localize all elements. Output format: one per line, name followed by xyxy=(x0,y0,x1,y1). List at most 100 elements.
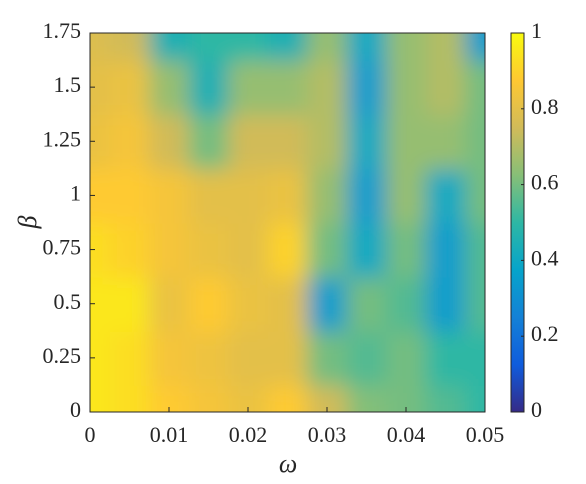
contour-cell xyxy=(425,330,467,386)
contour-cell xyxy=(109,384,151,412)
contour-cell xyxy=(386,33,427,62)
contour-cell xyxy=(109,60,151,116)
plot-frame xyxy=(89,32,486,413)
contour-cell xyxy=(149,168,190,224)
contour-cell xyxy=(425,384,467,412)
contour-cell xyxy=(465,330,485,386)
x-tick-label: 0.05 xyxy=(466,422,505,447)
contour-cell xyxy=(109,114,151,170)
y-tick-label: 0 xyxy=(70,397,81,422)
contour-cell xyxy=(188,60,230,116)
contour-cell xyxy=(188,33,230,62)
y-tick-label: 0.25 xyxy=(43,343,82,368)
contour-cell xyxy=(346,168,388,224)
contour-cell xyxy=(188,330,230,386)
contour-cell xyxy=(188,168,230,224)
contour-cell xyxy=(188,276,230,332)
contour-cell xyxy=(386,114,427,170)
contour-cell xyxy=(346,60,388,116)
contour-cell xyxy=(90,168,111,224)
contour-cell xyxy=(307,330,348,386)
contour-cell xyxy=(346,276,388,332)
colorbar-tick-label: 0.2 xyxy=(531,321,559,346)
contour-cell xyxy=(228,114,269,170)
x-tick-label: 0.04 xyxy=(387,422,426,447)
contour-cell xyxy=(267,114,309,170)
colorbar xyxy=(510,32,525,413)
contour-cell xyxy=(346,222,388,278)
y-tick-label: 0.75 xyxy=(43,235,82,260)
contour-cell xyxy=(267,168,309,224)
y-tick-label: 1.25 xyxy=(43,126,82,151)
contour-cell xyxy=(109,222,151,278)
contour-cell xyxy=(307,60,348,116)
contour-cell xyxy=(307,33,348,62)
contour-cell xyxy=(386,222,427,278)
contour-cell xyxy=(228,276,269,332)
contour-cell xyxy=(149,222,190,278)
contour-cell xyxy=(109,168,151,224)
contour-cell xyxy=(267,222,309,278)
contour-cell xyxy=(109,330,151,386)
x-tick-label: 0 xyxy=(85,422,96,447)
contour-cell xyxy=(386,276,427,332)
contour-cell xyxy=(267,60,309,116)
contour-cell xyxy=(228,168,269,224)
contour-cell xyxy=(90,33,111,62)
contour-cell xyxy=(386,330,427,386)
contour-cell xyxy=(188,222,230,278)
colorbar-tick-label: 0.4 xyxy=(531,245,559,270)
y-tick-label: 1.75 xyxy=(43,18,82,43)
contour-cell xyxy=(346,114,388,170)
plot-area xyxy=(90,33,485,412)
colorbar-tick-label: 1 xyxy=(531,18,542,43)
contour-cell xyxy=(188,114,230,170)
contour-cell xyxy=(149,276,190,332)
contour-cell xyxy=(465,222,485,278)
x-tick-label: 0.03 xyxy=(308,422,347,447)
contour-cell xyxy=(465,60,485,116)
contour-cell xyxy=(267,330,309,386)
contour-cell xyxy=(228,60,269,116)
contour-cell xyxy=(307,168,348,224)
contour-cell xyxy=(465,114,485,170)
contour-cell xyxy=(386,168,427,224)
contour-cell xyxy=(90,276,111,332)
contour-cell xyxy=(228,330,269,386)
y-tick-label: 0.5 xyxy=(54,289,82,314)
x-tick-label: 0.02 xyxy=(229,422,268,447)
x-tick-label: 0.01 xyxy=(150,422,189,447)
contour-cell xyxy=(307,276,348,332)
contour-cell xyxy=(90,330,111,386)
contour-cell xyxy=(465,168,485,224)
y-axis-label: β xyxy=(13,215,42,229)
contour-cell xyxy=(149,330,190,386)
contour-cell xyxy=(425,168,467,224)
contour-field xyxy=(90,33,485,412)
contour-cell xyxy=(425,276,467,332)
contour-cell xyxy=(228,33,269,62)
contour-cell xyxy=(425,222,467,278)
contour-cell xyxy=(109,33,151,62)
contour-cell xyxy=(386,60,427,116)
contour-cell xyxy=(425,60,467,116)
contour-cell xyxy=(90,60,111,116)
contour-cell xyxy=(267,33,309,62)
contour-cell xyxy=(346,330,388,386)
contour-cell xyxy=(149,33,190,62)
contour-cell xyxy=(90,114,111,170)
contour-cell xyxy=(267,384,309,412)
contour-cell xyxy=(267,276,309,332)
x-axis-label: ω xyxy=(279,449,297,478)
contour-cell xyxy=(109,276,151,332)
y-tick-label: 1.5 xyxy=(54,72,82,97)
contour-cell xyxy=(307,114,348,170)
contour-cell xyxy=(465,33,485,62)
y-tick-label: 1 xyxy=(70,180,81,205)
contour-cell xyxy=(425,33,467,62)
contour-cell xyxy=(425,114,467,170)
contour-cell xyxy=(149,114,190,170)
contour-cell xyxy=(228,222,269,278)
contour-cell xyxy=(90,384,111,412)
